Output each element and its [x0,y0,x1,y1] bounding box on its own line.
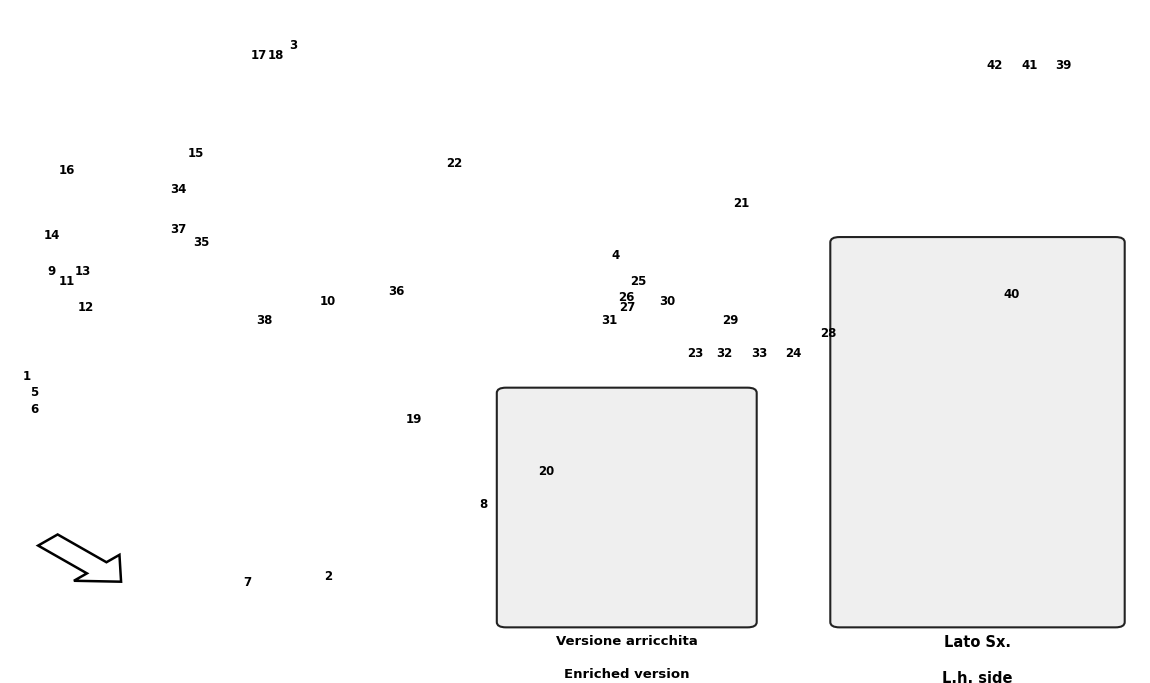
Text: 41: 41 [1021,59,1037,72]
Text: 24: 24 [785,347,802,360]
Text: 15: 15 [187,148,204,161]
Text: 7: 7 [243,576,252,589]
Text: 37: 37 [170,223,186,236]
Text: 4: 4 [611,249,620,262]
Text: 26: 26 [619,292,635,305]
Text: Versione arricchita: Versione arricchita [555,635,698,648]
Text: 9: 9 [47,265,56,278]
Text: 29: 29 [722,314,738,327]
Text: 11: 11 [59,275,75,288]
Text: 30: 30 [659,295,675,308]
Text: 12: 12 [78,301,94,314]
Polygon shape [38,535,121,582]
Text: 6: 6 [30,403,39,416]
Text: 20: 20 [538,465,554,478]
Text: 18: 18 [268,49,284,62]
Text: 5: 5 [30,387,39,400]
Text: 25: 25 [630,275,646,288]
Text: 34: 34 [170,184,186,197]
Text: 17: 17 [251,49,267,62]
Text: 23: 23 [688,347,704,360]
Text: 21: 21 [734,197,750,210]
Text: 36: 36 [389,285,405,298]
FancyBboxPatch shape [830,237,1125,628]
Text: 19: 19 [406,413,422,426]
Text: 14: 14 [44,229,60,242]
Text: 28: 28 [820,327,836,340]
Text: 22: 22 [446,157,462,170]
Text: 10: 10 [320,295,336,308]
Text: 1: 1 [22,370,31,383]
Text: 38: 38 [256,314,273,327]
Text: L.h. side: L.h. side [942,671,1013,683]
FancyBboxPatch shape [497,388,757,628]
Text: 39: 39 [1056,59,1072,72]
Text: 35: 35 [193,236,209,249]
Text: 8: 8 [478,498,488,511]
Text: 13: 13 [75,265,91,278]
Text: 16: 16 [59,164,75,177]
Text: 2: 2 [323,570,332,583]
Text: 42: 42 [987,59,1003,72]
Text: 31: 31 [601,314,618,327]
Text: 32: 32 [716,347,733,360]
Text: 27: 27 [619,301,635,314]
Text: 33: 33 [751,347,767,360]
Text: 3: 3 [289,40,298,53]
Text: 40: 40 [1004,288,1020,301]
Text: Enriched version: Enriched version [564,668,690,681]
Text: Lato Sx.: Lato Sx. [944,635,1011,650]
